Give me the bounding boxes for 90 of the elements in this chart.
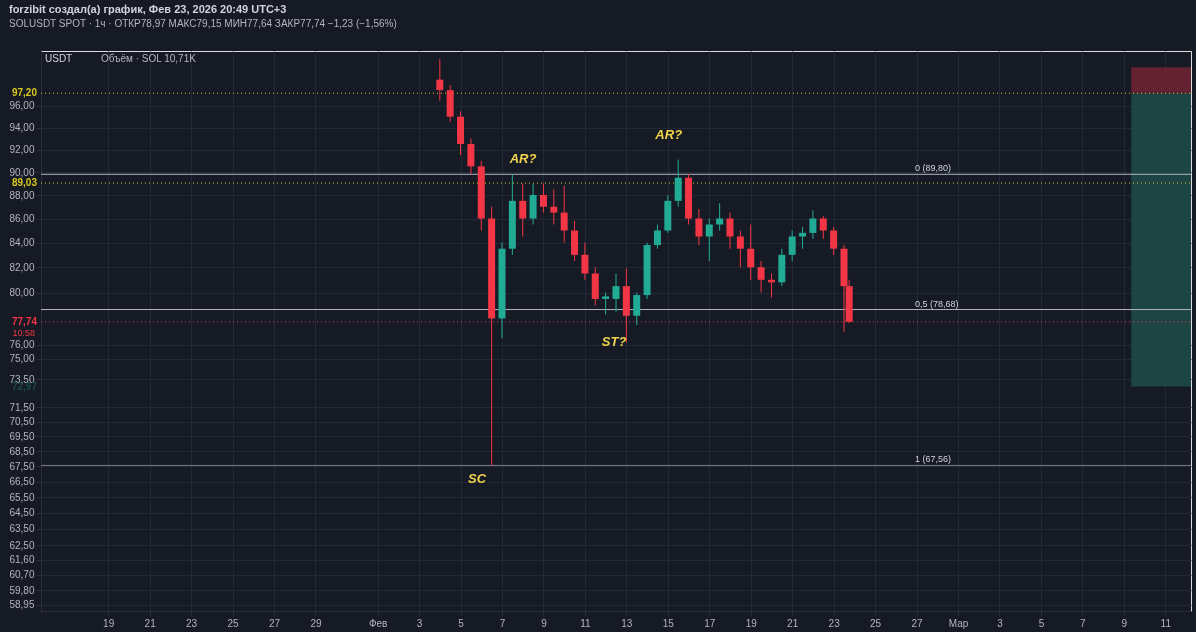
candlestick bbox=[830, 226, 838, 256]
candlestick bbox=[560, 185, 568, 244]
annotation: SC bbox=[468, 471, 487, 487]
y-tick-label: 71,50 bbox=[9, 401, 35, 413]
x-tick-label: 11 bbox=[580, 617, 592, 629]
ref-line-label: 0 (89,80) bbox=[915, 163, 952, 174]
x-tick-label: 29 bbox=[310, 617, 322, 629]
ref-line-label: 1 (67,56) bbox=[915, 454, 952, 465]
candlestick bbox=[633, 292, 641, 326]
ref-line-label: 77,74 bbox=[11, 315, 38, 327]
x-tick-label: 3 bbox=[997, 617, 1004, 629]
y-tick-label: 67,50 bbox=[9, 460, 35, 472]
x-tick-label: 11 bbox=[1160, 617, 1172, 629]
candlestick bbox=[519, 182, 527, 238]
x-tick-label: 7 bbox=[1080, 617, 1087, 629]
candlestick bbox=[695, 208, 703, 246]
candlestick bbox=[726, 212, 734, 250]
candlestick bbox=[819, 215, 827, 240]
y-tick-label: 69,50 bbox=[9, 430, 35, 442]
y-tick-label: 96,00 bbox=[9, 100, 35, 112]
y-tick-label: 61,60 bbox=[9, 554, 35, 566]
x-tick-label: 25 bbox=[870, 617, 882, 629]
text: 10:58 bbox=[12, 327, 35, 338]
y-tick-label: 64,50 bbox=[9, 507, 35, 519]
x-tick-label: 7 bbox=[499, 617, 506, 629]
candlestick bbox=[529, 182, 537, 225]
candlestick bbox=[788, 229, 796, 262]
x-tick-label: 5 bbox=[458, 617, 465, 629]
y-tick-label: 70,50 bbox=[9, 416, 35, 428]
y-tick-label: 76,00 bbox=[9, 339, 35, 351]
y-tick-label: 75,00 bbox=[9, 353, 35, 365]
annotation: ST? bbox=[601, 333, 627, 349]
x-tick-label: 13 bbox=[621, 617, 633, 629]
x-tick-label: 9 bbox=[541, 617, 548, 629]
x-tick-label: 3 bbox=[416, 617, 423, 629]
ref-line-label: 0,5 (78,68) bbox=[915, 298, 959, 309]
x-tick-label: 21 bbox=[144, 617, 157, 629]
x-tick-label: 27 bbox=[268, 617, 281, 629]
candlestick bbox=[736, 229, 744, 268]
y-tick-label: 82,00 bbox=[9, 261, 35, 273]
x-tick-label: 5 bbox=[1038, 617, 1045, 629]
annotation: AR? bbox=[508, 150, 537, 166]
y-tick-label: 84,00 bbox=[9, 237, 35, 249]
candlestick bbox=[612, 273, 620, 313]
candlestick bbox=[653, 223, 661, 250]
x-tick-label: 23 bbox=[828, 617, 841, 629]
ref-line-label: 97,20 bbox=[11, 87, 38, 99]
x-tick-label: Мар bbox=[948, 617, 969, 629]
candlestick bbox=[705, 218, 713, 262]
y-tick-label: 58,95 bbox=[9, 599, 35, 611]
candlestick bbox=[539, 182, 547, 214]
y-tick-label: 68,50 bbox=[9, 445, 35, 457]
candlestick bbox=[550, 188, 558, 225]
y-tick-label: 92,00 bbox=[9, 144, 35, 156]
y-tick-label: 63,50 bbox=[9, 523, 35, 535]
x-tick-label: 27 bbox=[911, 617, 924, 629]
candlestick bbox=[747, 223, 755, 281]
annotation: Объём · SOL 10,71K bbox=[101, 53, 197, 64]
x-tick-label: 23 bbox=[186, 617, 198, 629]
candlestick bbox=[467, 137, 475, 175]
y-tick-label: 86,00 bbox=[9, 213, 35, 225]
chart-subtitle: SOLUSDT SPOT · 1ч · ОТКР78,97 МАКС79,15 МИН77,64 ЗАКР77,74 −1,23 (−1,56%) bbox=[8, 18, 397, 29]
y-tick-label: 94,00 bbox=[9, 122, 35, 134]
y-tick-label: 65,50 bbox=[9, 491, 35, 503]
y-tick-label: 62,50 bbox=[9, 539, 35, 551]
candlestick bbox=[674, 159, 682, 208]
candlestick bbox=[799, 226, 807, 250]
x-tick-label: 19 bbox=[745, 617, 758, 629]
x-tick-label: 15 bbox=[662, 617, 675, 629]
y-tick-label: 60,70 bbox=[9, 569, 35, 581]
x-tick-label: 17 bbox=[704, 617, 716, 629]
x-tick-label: 19 bbox=[103, 617, 115, 629]
candlestick bbox=[809, 209, 817, 240]
candlestick bbox=[581, 242, 589, 281]
candlestick bbox=[757, 260, 765, 294]
y-tick-label: 66,50 bbox=[9, 476, 35, 488]
ref-line-label: 89,03 bbox=[11, 177, 38, 189]
x-tick-label: 9 bbox=[1121, 617, 1128, 629]
x-tick-label: 21 bbox=[787, 617, 799, 629]
y-tick-label: 59,80 bbox=[9, 584, 35, 596]
y-tick-label: 88,00 bbox=[9, 189, 35, 201]
y-tick-label: 80,00 bbox=[9, 287, 35, 299]
chart-title: forzibit создал(а) график, Фев 23, 2026 20:49 UTC+3 bbox=[8, 3, 287, 15]
x-tick-label: 25 bbox=[227, 617, 240, 629]
x-tick-label: Фев bbox=[368, 617, 388, 629]
annotation: AR? bbox=[654, 127, 683, 143]
annotation: USDT bbox=[45, 53, 73, 64]
candlestick bbox=[602, 292, 610, 315]
candlestick bbox=[436, 58, 444, 102]
y-tick-label: 90,00 bbox=[9, 166, 35, 178]
